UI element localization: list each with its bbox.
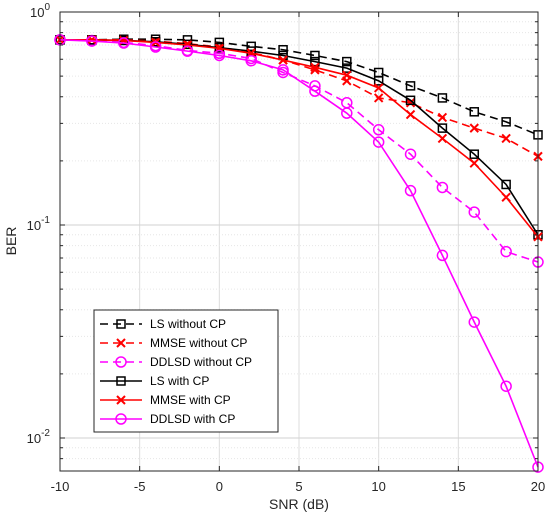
x-tick-label: -5	[134, 479, 146, 494]
data-point	[246, 41, 256, 52]
legend-item: DDLSD with CP	[100, 412, 235, 426]
data-point	[468, 316, 481, 328]
data-point	[310, 50, 320, 61]
data-point	[372, 136, 385, 148]
y-tick-label: 10-1	[27, 215, 51, 233]
x-tick-label: 5	[295, 479, 302, 494]
legend-label: MMSE without CP	[150, 336, 247, 350]
legend-box	[93, 309, 279, 433]
legend-marker	[116, 319, 126, 329]
data-point	[342, 63, 352, 73]
data-point	[341, 107, 353, 119]
data-point	[213, 49, 226, 62]
data-point	[436, 181, 449, 194]
legend-label: MMSE with CP	[150, 393, 231, 407]
legend: LS without CP MMSE without CP DDLSD withou…	[93, 309, 279, 433]
data-point	[469, 107, 480, 117]
data-point	[500, 245, 512, 258]
data-point	[501, 192, 511, 202]
series-line	[59, 39, 539, 468]
data-point	[500, 380, 512, 392]
data-point	[278, 55, 288, 65]
legend-item: MMSE with CP	[100, 393, 231, 407]
data-point	[436, 249, 449, 262]
x-tick-label: -10	[51, 479, 70, 494]
y-tick-label: 10-2	[27, 428, 51, 446]
data-point	[86, 35, 98, 47]
y-axis-label: BER	[3, 227, 19, 256]
data-point	[405, 109, 416, 120]
legend-label: LS with CP	[150, 374, 209, 388]
data-point	[437, 112, 448, 123]
data-point	[501, 133, 511, 144]
legend-marker	[116, 395, 126, 405]
x-tick-label: 10	[371, 479, 385, 494]
ticks: -10 -5 0 5 10 15 20 10-2 10-1 100	[27, 2, 546, 494]
data-point	[309, 85, 321, 97]
series-line	[60, 38, 539, 136]
series-4	[55, 35, 543, 242]
data-point	[404, 184, 417, 197]
data-point	[437, 93, 448, 103]
data-point	[181, 45, 194, 57]
data-point	[117, 37, 130, 49]
data-point	[278, 44, 288, 55]
x-tick-label: 0	[216, 479, 223, 494]
data-point	[405, 81, 416, 91]
legend-item: MMSE without CP	[100, 336, 247, 350]
series-line	[60, 39, 539, 238]
x-tick-label: 20	[531, 479, 545, 494]
x-tick-label: 15	[451, 479, 465, 494]
data-point	[342, 56, 352, 67]
data-point	[245, 55, 257, 67]
legend-item: LS without CP	[100, 317, 226, 331]
legend-marker	[115, 356, 127, 368]
series-line	[59, 39, 539, 263]
data-point	[405, 98, 416, 108]
legend-marker	[115, 413, 127, 425]
data-point	[310, 62, 320, 73]
data-point	[372, 124, 385, 136]
legend-marker	[116, 338, 126, 348]
data-point	[469, 149, 480, 159]
data-point	[501, 117, 511, 127]
data-point	[373, 83, 384, 93]
legend-label: DDLSD without CP	[150, 355, 252, 369]
data-point	[501, 179, 511, 190]
legend-item: LS with CP	[100, 374, 209, 388]
data-point	[342, 70, 352, 80]
legend-item: DDLSD without CP	[100, 355, 252, 369]
series-group	[54, 34, 544, 473]
data-point	[404, 148, 417, 160]
data-point	[277, 64, 289, 76]
data-point	[437, 133, 448, 144]
data-point	[310, 56, 320, 67]
x-axis-label: SNR (dB)	[269, 496, 329, 512]
data-point	[149, 41, 162, 53]
data-point	[373, 93, 384, 103]
y-tick-label: 100	[30, 2, 50, 20]
data-point	[469, 123, 479, 133]
data-point	[373, 76, 384, 86]
data-point	[469, 158, 479, 168]
legend-marker	[116, 376, 126, 386]
data-point	[405, 95, 416, 106]
legend-label: DDLSD with CP	[150, 412, 235, 426]
data-point	[437, 123, 448, 133]
legend-label: LS without CP	[150, 317, 226, 331]
data-point	[468, 206, 481, 218]
